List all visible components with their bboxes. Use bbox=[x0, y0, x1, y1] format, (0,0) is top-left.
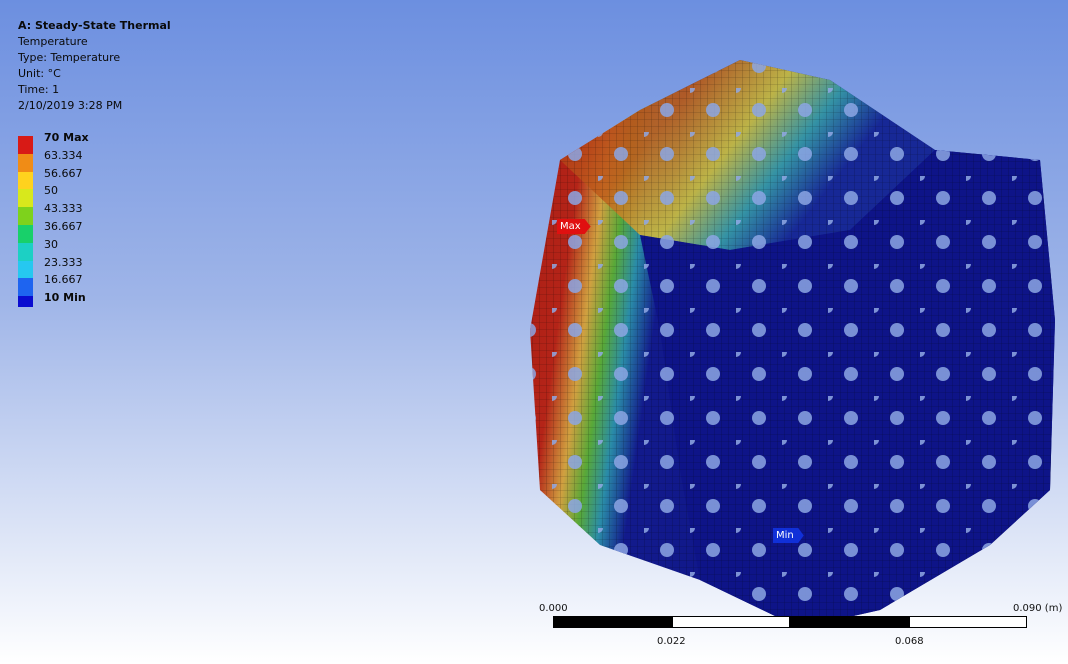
legend-swatch bbox=[18, 260, 33, 279]
result-date: 2/10/2019 3:28 PM bbox=[18, 99, 123, 112]
analysis-title: A: Steady-State Thermal bbox=[18, 19, 171, 32]
legend-label: 36.667 bbox=[44, 219, 83, 233]
result-info: A: Steady-State Thermal Temperature Type… bbox=[18, 18, 171, 114]
legend-label: 23.333 bbox=[44, 255, 83, 269]
legend-swatch bbox=[18, 189, 33, 208]
result-name: Temperature bbox=[18, 35, 88, 48]
legend-swatch bbox=[18, 136, 33, 154]
max-probe-label[interactable]: Max bbox=[557, 219, 591, 234]
legend-swatch bbox=[18, 224, 33, 243]
result-type: Type: Temperature bbox=[18, 51, 121, 64]
legend-swatch bbox=[18, 153, 33, 172]
result-unit: Unit: °C bbox=[18, 67, 61, 80]
legend-swatch bbox=[18, 296, 33, 308]
lattice-body bbox=[530, 60, 1055, 628]
legend-label: 50 bbox=[44, 184, 58, 198]
legend-label: 70 Max bbox=[44, 131, 89, 144]
legend-label: 63.334 bbox=[44, 148, 83, 162]
legend-label: 30 bbox=[44, 237, 58, 251]
legend-swatch bbox=[18, 171, 33, 190]
legend-swatch bbox=[18, 242, 33, 261]
legend-label: 10 Min bbox=[44, 291, 86, 305]
result-time: Time: 1 bbox=[18, 83, 60, 96]
legend-label: 56.667 bbox=[44, 166, 83, 180]
min-probe-label[interactable]: Min bbox=[773, 528, 804, 543]
legend-label: 16.667 bbox=[44, 273, 83, 287]
legend-label: 43.333 bbox=[44, 202, 83, 216]
legend-swatch bbox=[18, 278, 33, 297]
legend-swatch bbox=[18, 207, 33, 225]
